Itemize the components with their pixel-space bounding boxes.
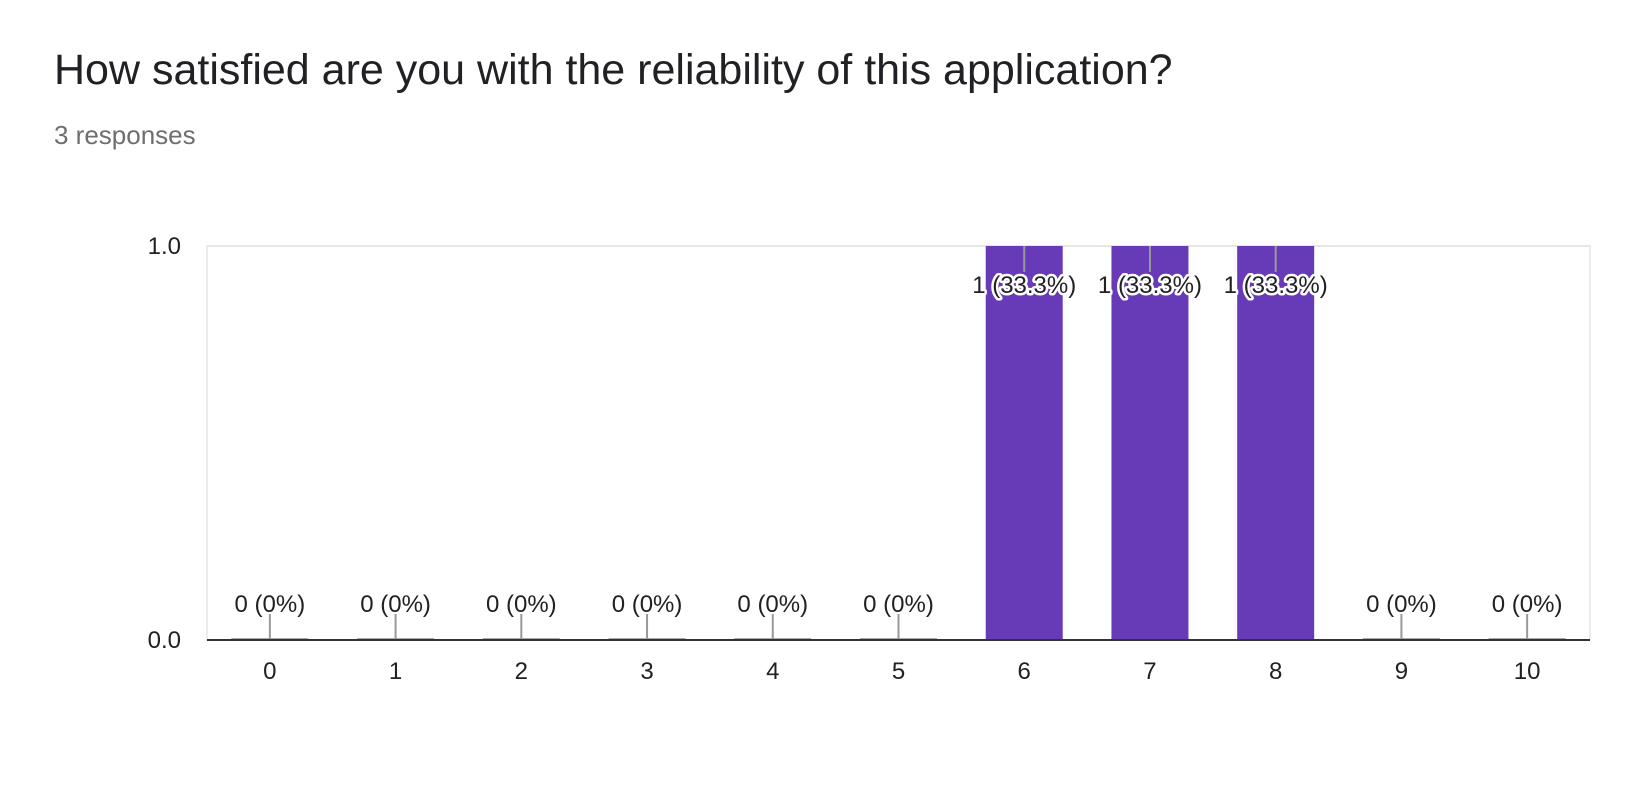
x-tick-label: 5 xyxy=(892,658,905,685)
response-count: 3 responses xyxy=(54,120,196,150)
x-tick-label: 7 xyxy=(1143,658,1156,685)
bar-6 xyxy=(985,246,1063,640)
data-label-6: 1 (33.3%) xyxy=(972,272,1076,299)
x-tick-label: 2 xyxy=(515,658,528,685)
x-tick-label: 10 xyxy=(1514,658,1541,685)
data-label-0: 0 (0%) xyxy=(235,591,306,618)
plot-area xyxy=(206,245,1591,641)
x-tick-label: 6 xyxy=(1018,658,1031,685)
data-label-4: 0 (0%) xyxy=(737,591,808,618)
x-tick-label: 3 xyxy=(640,658,653,685)
data-label-2: 0 (0%) xyxy=(486,591,557,618)
data-label-1: 0 (0%) xyxy=(360,591,431,618)
data-label-9: 0 (0%) xyxy=(1366,591,1437,618)
y-tick-label: 1.0 xyxy=(148,233,181,260)
data-label-8: 1 (33.3%) xyxy=(1224,272,1328,299)
x-tick-label: 0 xyxy=(263,658,276,685)
x-tick-label: 9 xyxy=(1395,658,1408,685)
data-label-5: 0 (0%) xyxy=(863,591,934,618)
y-tick-label: 0.0 xyxy=(148,627,181,654)
data-label-10: 0 (0%) xyxy=(1492,591,1563,618)
data-label-3: 0 (0%) xyxy=(612,591,683,618)
x-tick-label: 1 xyxy=(389,658,402,685)
bar-8 xyxy=(1237,246,1315,640)
bar-7 xyxy=(1111,246,1189,640)
x-tick-label: 8 xyxy=(1269,658,1282,685)
data-label-7: 1 (33.3%) xyxy=(1098,272,1202,299)
question-title: How satisfied are you with the reliabili… xyxy=(54,46,1173,94)
x-tick-label: 4 xyxy=(766,658,779,685)
